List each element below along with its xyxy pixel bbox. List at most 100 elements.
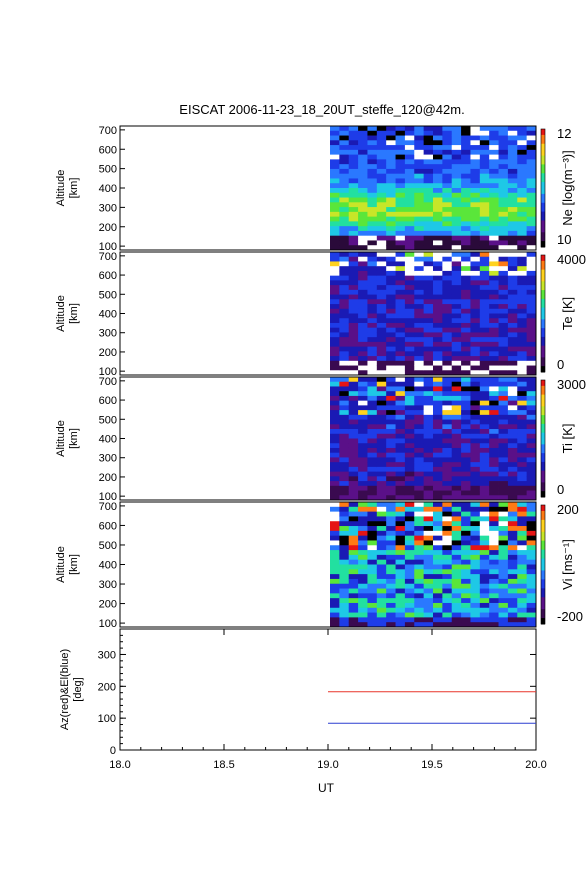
heatmap-cell — [358, 535, 368, 541]
heatmap-cell — [433, 308, 443, 314]
heatmap-cell — [358, 332, 368, 338]
heatmap-cell — [479, 261, 490, 267]
heatmap-cell — [498, 622, 509, 628]
colorbar-segment — [541, 295, 545, 300]
heatmap-cell — [376, 554, 387, 561]
heatmap-cell — [367, 164, 378, 170]
heatmap-cell — [442, 471, 453, 477]
heatmap-cell — [423, 207, 434, 213]
heatmap-cell — [330, 545, 340, 551]
heatmap-cell — [451, 485, 462, 491]
heatmap-cell — [348, 360, 359, 366]
heatmap-cell — [358, 419, 368, 425]
heatmap-cell — [517, 433, 528, 439]
heatmap-cell — [489, 289, 499, 295]
heatmap-cell — [423, 261, 434, 267]
heatmap-cell — [367, 221, 378, 227]
heatmap-cell — [404, 438, 415, 444]
heatmap-cell — [507, 495, 518, 501]
heatmap-cell — [451, 337, 462, 343]
heatmap-cell — [517, 457, 528, 463]
heatmap-cell — [442, 230, 453, 237]
heatmap-cell — [330, 266, 340, 272]
heatmap-cell — [404, 554, 415, 561]
heatmap-cell — [414, 337, 425, 343]
heatmap-cell — [451, 130, 462, 136]
heatmap-cell — [507, 433, 518, 439]
heatmap-cell — [479, 304, 490, 310]
heatmap-cell — [358, 192, 368, 198]
heatmap-cell — [414, 593, 425, 599]
heatmap-cell — [348, 559, 359, 565]
heatmap-cell — [376, 516, 387, 522]
heatmap-cell — [461, 545, 471, 551]
heatmap-cell — [414, 159, 425, 165]
heatmap-cell — [479, 192, 490, 198]
heatmap-cell — [339, 327, 350, 333]
heatmap-cell — [507, 240, 518, 246]
heatmap-cell — [395, 466, 406, 473]
heatmap-cell — [507, 235, 518, 241]
heatmap-cell — [461, 270, 471, 277]
heatmap-cell — [376, 564, 387, 570]
line-panel-frame — [119, 628, 537, 751]
colorbar-segment — [541, 528, 545, 533]
colorbar-segment — [541, 179, 545, 183]
heatmap-cell — [526, 559, 537, 565]
heatmap-cell — [404, 159, 415, 165]
heatmap-cell — [526, 400, 537, 406]
heatmap-cell — [517, 410, 528, 416]
heatmap-cell — [507, 559, 518, 565]
heatmap-cell — [526, 443, 537, 449]
heatmap-cell — [526, 410, 537, 416]
heatmap-cell — [367, 332, 378, 338]
heatmap-cell — [442, 280, 453, 286]
heatmap-cell — [339, 622, 350, 628]
heatmap-cell — [517, 226, 528, 232]
heatmap-cell — [461, 299, 471, 305]
colorbar-segment — [541, 363, 545, 367]
heatmap-cell — [376, 377, 387, 383]
heatmap-cell — [498, 178, 509, 184]
heatmap-cell — [526, 252, 537, 258]
heatmap-cell — [404, 346, 415, 352]
heatmap-cell — [395, 252, 406, 258]
colorbar-segment — [541, 458, 545, 463]
heatmap-cell — [507, 280, 518, 286]
heatmap-cell — [386, 226, 396, 232]
heatmap-cell — [451, 607, 462, 613]
y-axis-label: Altitude — [55, 420, 67, 457]
heatmap-cell — [507, 221, 518, 227]
heatmap-cell — [358, 365, 368, 371]
heatmap-cell — [386, 145, 396, 151]
heatmap-cell — [358, 360, 368, 366]
heatmap-cell — [479, 506, 490, 513]
heatmap-cell — [507, 377, 518, 383]
heatmap-cell — [489, 530, 499, 537]
heatmap-cell — [404, 252, 415, 258]
heatmap-cell — [498, 471, 509, 477]
heatmap-cell — [423, 433, 434, 439]
heatmap-cell — [442, 612, 453, 618]
heatmap-cell — [358, 521, 368, 527]
colorbar-segment — [541, 161, 545, 165]
heatmap-cell — [498, 617, 509, 623]
heatmap-cell — [517, 424, 528, 430]
heatmap-cell — [395, 370, 406, 376]
heatmap-cell — [358, 593, 368, 599]
heatmap-cell — [376, 511, 387, 517]
heatmap-cell — [517, 135, 528, 141]
heatmap-cell — [526, 211, 537, 218]
heatmap-cell — [526, 578, 537, 585]
colorbar-segment — [541, 564, 545, 568]
heatmap-cell — [526, 178, 537, 184]
heatmap-cell — [442, 252, 453, 258]
heatmap-cell — [348, 188, 359, 194]
heatmap-cell — [470, 521, 481, 527]
heatmap-cell — [479, 602, 490, 609]
heatmap-cell — [339, 550, 350, 556]
heatmap-cell — [376, 126, 387, 132]
heatmap-cell — [498, 341, 509, 348]
heatmap-cell — [367, 485, 378, 491]
colorbar-max-label: 200 — [557, 502, 579, 517]
